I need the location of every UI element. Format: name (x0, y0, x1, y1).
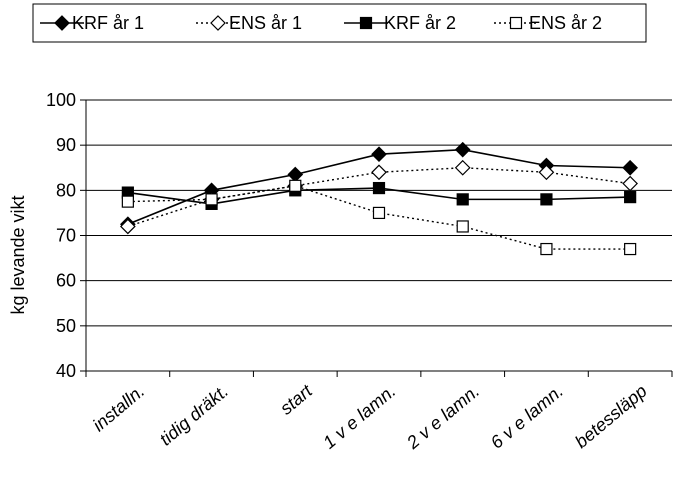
x-tick-label: 2 v e lamn. (402, 381, 483, 454)
data-point (372, 206, 386, 220)
tick-labels: 40 50 60 70 80 90 100 installn. tidig dräkt. star… (46, 90, 651, 453)
legend-label: ENS år 1 (229, 13, 302, 33)
data-point (372, 181, 386, 195)
x-tick-label: 1 v e lamn. (319, 381, 399, 453)
legend-marker (509, 16, 523, 30)
data-point (371, 146, 387, 163)
y-tick-label: 40 (56, 361, 76, 381)
data-point (456, 220, 469, 233)
data-point (289, 179, 302, 192)
data-point (456, 193, 469, 206)
legend-label: KRF år 2 (384, 13, 456, 33)
data-point (540, 242, 553, 256)
y-tick-label: 70 (56, 226, 76, 246)
data-point (624, 191, 637, 204)
x-tick-label: betessläpp (571, 381, 651, 452)
data-point (624, 242, 637, 256)
axes (80, 99, 673, 377)
series-1 (120, 159, 638, 235)
data-point (454, 159, 471, 176)
x-tick-label: start (276, 380, 316, 418)
data-point (622, 159, 638, 176)
legend-marker (359, 16, 373, 30)
series-group (120, 141, 638, 256)
x-tick-label: 6 v e lamn. (487, 381, 567, 453)
legend-label: KRF år 1 (72, 13, 144, 33)
x-tick-label: installn. (89, 381, 149, 436)
data-point (454, 141, 471, 158)
data-point (121, 195, 134, 208)
data-point (205, 193, 218, 206)
y-tick-label: 90 (56, 135, 76, 155)
legend-label: ENS år 2 (529, 13, 602, 33)
data-point (371, 164, 387, 181)
data-point (538, 164, 555, 181)
legend: KRF år 1 ENS år 1 KRF år 2 ENS år 2 (32, 3, 647, 43)
legend-marker (54, 15, 70, 31)
y-tick-label: 80 (56, 180, 76, 200)
series-3 (121, 179, 637, 256)
legend-marker (210, 15, 226, 31)
legend-box (32, 3, 647, 43)
x-tick-label: tidig dräkt. (156, 381, 232, 450)
data-point (120, 218, 136, 235)
gridlines (86, 99, 672, 372)
y-tick-label: 50 (56, 316, 76, 336)
data-point (622, 175, 638, 192)
y-tick-label: 100 (46, 90, 76, 110)
y-tick-label: 60 (56, 271, 76, 291)
y-axis-title: kg levande vikt (8, 195, 28, 314)
data-point (540, 193, 553, 206)
